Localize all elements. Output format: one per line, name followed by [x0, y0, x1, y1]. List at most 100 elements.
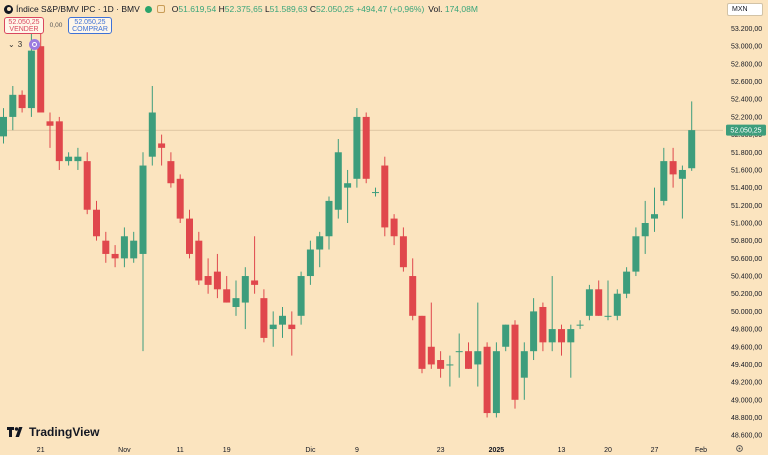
candle[interactable] [279, 306, 286, 338]
candle-body [297, 276, 305, 316]
candle[interactable] [446, 355, 454, 387]
currency-selector[interactable]: MXN [727, 3, 763, 16]
price-tick-label: 53.200,00 [731, 26, 762, 33]
candle-body [232, 298, 240, 307]
candle[interactable] [167, 152, 175, 188]
candle[interactable] [325, 196, 333, 250]
candle[interactable] [381, 156, 389, 237]
candle[interactable] [455, 333, 463, 378]
candle-body [344, 183, 352, 188]
sell-button[interactable]: 52.050,25 VENDER [4, 17, 44, 34]
candle[interactable] [251, 236, 259, 294]
candle[interactable] [669, 147, 677, 188]
candle[interactable] [465, 342, 472, 369]
candle[interactable] [372, 187, 379, 197]
candle[interactable] [595, 280, 603, 316]
candle[interactable] [306, 240, 314, 285]
candle[interactable] [232, 280, 240, 316]
candle[interactable] [483, 342, 491, 418]
chevron-down-icon[interactable]: ⌄ [8, 40, 15, 49]
candle[interactable] [176, 174, 184, 223]
candle[interactable] [353, 108, 361, 188]
buy-button[interactable]: 52.050,25 COMPRAR [68, 17, 112, 34]
candle[interactable] [46, 112, 54, 148]
tradingview-logo-icon [7, 427, 23, 437]
candle-body [195, 240, 203, 281]
candle[interactable] [604, 280, 612, 321]
candle-body [511, 324, 519, 400]
candle[interactable] [83, 152, 91, 215]
candle[interactable] [93, 200, 100, 241]
candle[interactable] [102, 231, 110, 263]
time-tick-label: 23 [437, 447, 445, 454]
candle-body [204, 276, 212, 285]
price-tick-label: 50.800,00 [731, 238, 762, 245]
candle[interactable] [148, 85, 156, 166]
candle[interactable] [576, 320, 584, 330]
candle[interactable] [678, 165, 686, 219]
candle[interactable] [241, 267, 249, 330]
candle[interactable] [18, 90, 26, 113]
candle[interactable] [585, 284, 593, 321]
candle[interactable] [74, 147, 82, 170]
candle[interactable] [158, 134, 166, 166]
candle[interactable] [502, 324, 510, 352]
candle[interactable] [539, 302, 547, 352]
settings-gear-icon[interactable] [735, 444, 744, 453]
candle[interactable] [204, 258, 212, 294]
candle[interactable] [567, 324, 575, 378]
candle[interactable] [186, 209, 193, 259]
candle[interactable] [334, 139, 342, 219]
candle[interactable] [9, 85, 17, 131]
candle[interactable] [632, 227, 640, 277]
candle[interactable] [390, 214, 398, 246]
candle[interactable] [0, 108, 7, 144]
candle[interactable] [530, 298, 538, 361]
candle-body [306, 249, 314, 277]
candle[interactable] [651, 187, 658, 232]
candle[interactable] [548, 276, 556, 352]
price-change: +494,47 (+0,96%) [356, 4, 425, 14]
candle[interactable] [427, 302, 435, 369]
candle[interactable] [288, 311, 296, 356]
candle[interactable] [399, 227, 407, 272]
symbol-info-icon[interactable] [156, 5, 165, 13]
indicator-count[interactable]: 3 [17, 40, 23, 49]
candle-body [651, 214, 658, 219]
candle[interactable] [362, 112, 370, 184]
candle[interactable] [511, 320, 519, 409]
candle[interactable] [623, 267, 631, 299]
candle[interactable] [660, 147, 668, 206]
symbol-title[interactable]: Índice S&P/BMV IPC · 1D · BMV [16, 4, 140, 14]
candle[interactable] [260, 289, 268, 343]
candle[interactable] [641, 200, 649, 254]
candle[interactable] [558, 324, 565, 356]
candle[interactable] [613, 289, 621, 321]
candle[interactable] [223, 276, 231, 303]
candle[interactable] [520, 342, 528, 400]
candle[interactable] [492, 342, 500, 418]
candle[interactable] [418, 315, 426, 374]
candle[interactable] [120, 227, 128, 268]
candle[interactable] [297, 271, 305, 325]
candle[interactable] [688, 101, 696, 171]
candle[interactable] [55, 116, 63, 170]
candle[interactable] [269, 311, 277, 347]
price-tick-label: 52.800,00 [731, 61, 762, 68]
candle[interactable] [316, 231, 324, 268]
candle-body [539, 306, 547, 343]
candle[interactable] [111, 245, 119, 268]
candle[interactable] [195, 231, 203, 285]
candle[interactable] [409, 258, 417, 321]
candle[interactable] [139, 152, 147, 352]
candle[interactable] [213, 253, 221, 299]
candle[interactable] [65, 152, 73, 166]
candle[interactable] [344, 169, 352, 223]
candle[interactable] [437, 351, 445, 378]
candle[interactable] [130, 231, 138, 263]
tradingview-logo[interactable]: TradingView [7, 425, 99, 439]
candle[interactable] [474, 302, 482, 387]
indicator-badge-icon[interactable] [29, 39, 41, 50]
candle[interactable] [37, 32, 45, 113]
